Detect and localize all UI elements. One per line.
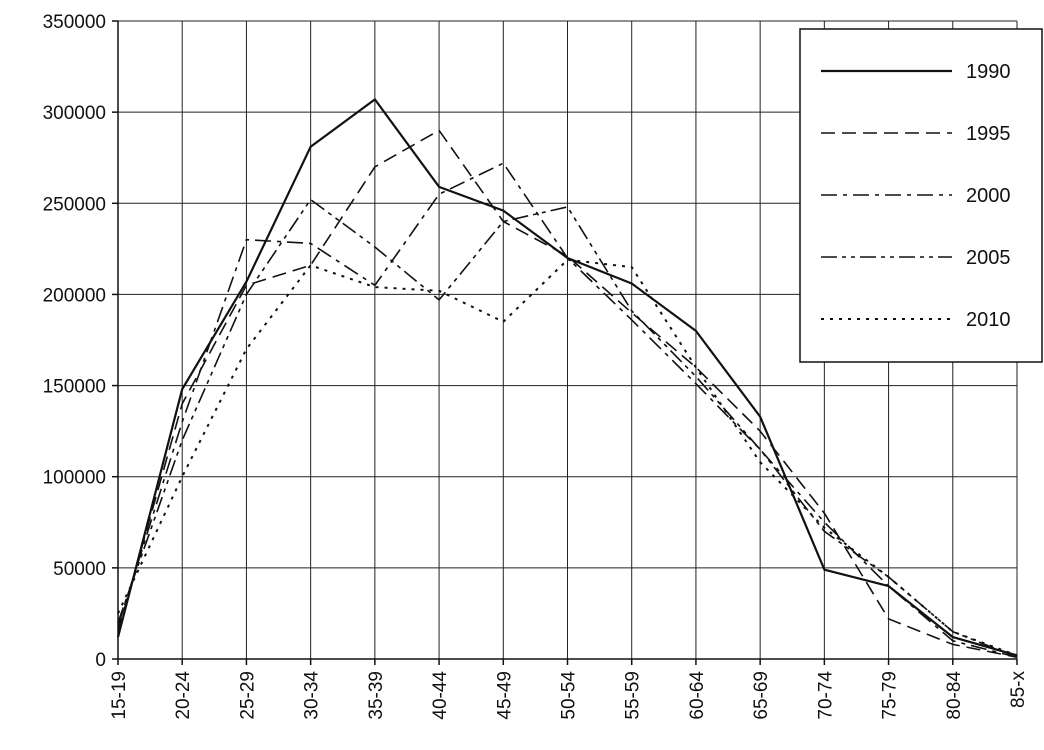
y-tick-label: 150000 xyxy=(43,377,106,398)
y-axis-tick-labels: 0 50000 100000 150000 200000 250000 300000 3500… xyxy=(43,12,106,671)
x-tick-label: 85-x xyxy=(1008,671,1029,708)
legend: 1990 1995 2000 2005 2010 xyxy=(799,28,1043,363)
x-tick-label: 75-79 xyxy=(880,671,901,720)
x-tick-label: 40-44 xyxy=(430,671,451,720)
series-line-2005 xyxy=(117,198,1018,658)
x-axis-tick-labels: 15-19 20-24 25-29 30-34 35-39 40-44 45-49 50-54… xyxy=(109,671,1029,720)
legend-label-1990: 1990 xyxy=(966,61,1011,83)
series-line-2010 xyxy=(117,258,1018,657)
x-tick-label: 70-74 xyxy=(815,671,836,720)
x-tick-label: 45-49 xyxy=(494,671,515,720)
x-tick-label: 50-54 xyxy=(559,671,580,720)
y-tick-label: 50000 xyxy=(53,559,106,580)
x-tick-label: 35-39 xyxy=(366,671,387,720)
y-tick-label: 0 xyxy=(95,650,106,671)
y-tick-label: 200000 xyxy=(43,285,106,306)
y-tick-label: 300000 xyxy=(43,103,106,124)
x-tick-label: 30-34 xyxy=(302,671,323,720)
series-line-2000 xyxy=(117,162,1018,658)
series-lines xyxy=(116,98,1018,658)
x-tick-label: 20-24 xyxy=(173,671,194,720)
x-tick-label: 55-59 xyxy=(623,671,644,720)
axes xyxy=(112,20,1018,665)
y-tick-label: 350000 xyxy=(43,12,106,33)
y-tick-label: 100000 xyxy=(43,468,106,489)
legend-label-1995: 1995 xyxy=(966,123,1011,145)
legend-label-2005: 2005 xyxy=(966,247,1011,269)
x-tick-label: 80-84 xyxy=(944,671,965,720)
x-tick-label: 65-69 xyxy=(751,671,772,720)
series-line-1995 xyxy=(117,129,1018,658)
legend-label-2010: 2010 xyxy=(966,309,1011,331)
x-tick-label: 60-64 xyxy=(687,671,708,720)
y-tick-label: 250000 xyxy=(43,194,106,215)
grid xyxy=(117,20,1018,660)
legend-label-2000: 2000 xyxy=(966,185,1011,207)
x-tick-label: 25-29 xyxy=(237,671,258,720)
x-tick-label: 15-19 xyxy=(109,671,130,720)
